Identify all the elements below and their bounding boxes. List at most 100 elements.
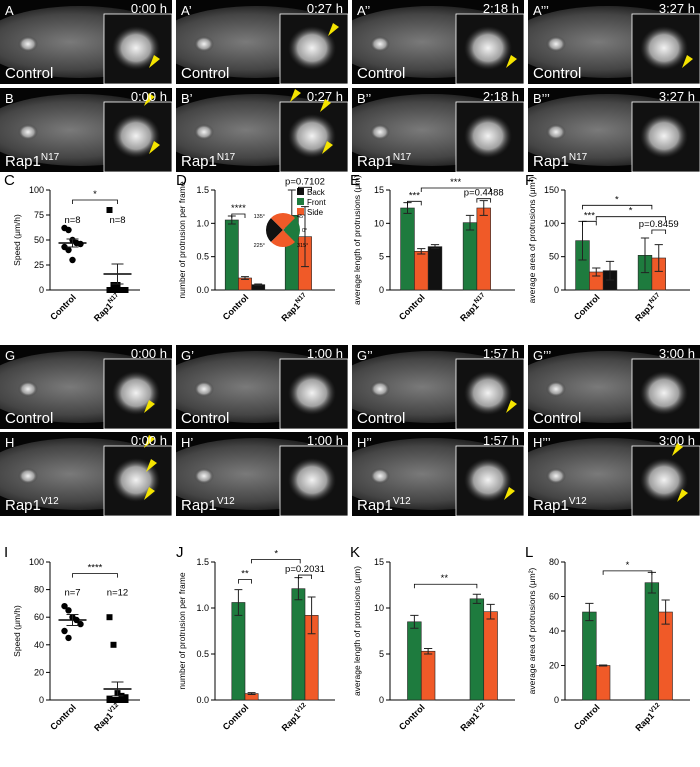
error-bar	[661, 599, 670, 625]
bar	[400, 207, 415, 291]
x-tick-label: Control	[221, 292, 251, 322]
condition-name: Control	[5, 65, 53, 82]
arrowhead	[149, 141, 160, 154]
timestamp: 1:57 h	[483, 346, 519, 361]
inset-cluster	[288, 26, 336, 70]
annotation: n=8	[64, 215, 80, 226]
y-tick-label: 0	[39, 695, 44, 705]
panel-letter: C	[4, 172, 15, 189]
y-axis-label: average area of protrusions (μm²)	[527, 176, 537, 303]
x-tick-label: Rap1N17	[632, 291, 664, 323]
image-panel: H’ 1:00 h Rap1V12	[176, 432, 348, 516]
condition-superscript: V12	[393, 496, 411, 507]
panel-letter: A’’’	[533, 3, 549, 18]
error-bar	[640, 237, 650, 274]
condition-name: Rap1	[5, 497, 41, 514]
arrowhead	[320, 99, 331, 112]
data-point	[118, 287, 125, 293]
legend-swatch	[297, 198, 304, 205]
arrowhead	[146, 459, 157, 472]
data-point	[110, 282, 117, 288]
significance-bracket	[231, 213, 246, 218]
condition-name: Rap1	[5, 153, 41, 170]
y-tick-label: 0	[554, 285, 559, 295]
y-tick-label: 10	[374, 603, 384, 613]
condition-name: Rap1	[533, 497, 569, 514]
cell-cluster	[194, 381, 214, 397]
image-panel: B’ 0:27 h Rap1N17	[176, 88, 348, 172]
timestamp: 0:00 h	[131, 433, 167, 448]
panel-letter: A’	[181, 3, 192, 18]
y-tick-label: 5	[379, 252, 384, 262]
data-point	[118, 697, 125, 703]
x-tick-label: Control	[397, 702, 427, 732]
inset-cluster	[112, 371, 160, 415]
condition-label: Rap1N17	[5, 152, 60, 170]
error-bar	[301, 206, 309, 268]
category-name: Control	[48, 292, 78, 322]
condition-label: Rap1V12	[533, 496, 587, 514]
error-bar	[241, 276, 249, 280]
significance-bracket	[72, 199, 118, 204]
condition-label: Rap1V12	[181, 496, 235, 514]
condition-label: Control	[5, 65, 53, 82]
error-bar	[111, 263, 124, 285]
error-bar	[585, 602, 594, 622]
image-panel: B 0:00 h Rap1N17	[0, 88, 172, 172]
arrowhead	[328, 23, 339, 36]
condition-label: Rap1V12	[357, 496, 411, 514]
y-tick-label: 10	[374, 218, 384, 228]
bar	[231, 602, 246, 701]
y-tick-label: 20	[34, 667, 44, 677]
category-superscript: N17	[107, 291, 121, 305]
error-bar	[479, 200, 488, 216]
arrowhead	[672, 443, 683, 456]
timestamp: 3:00 h	[659, 433, 695, 448]
timestamp: 1:57 h	[483, 433, 519, 448]
image-panel: A’’ 2:18 h Control	[352, 0, 524, 84]
y-tick-label: 100	[29, 185, 44, 195]
arrowhead	[506, 55, 517, 68]
condition-label: Control	[357, 410, 405, 427]
data-point	[110, 697, 117, 703]
inset-cluster	[288, 371, 336, 415]
panel-letter: B	[5, 91, 14, 106]
bar	[582, 611, 597, 701]
x-tick-label: Rap1V12	[458, 701, 490, 733]
cell-cluster	[370, 381, 390, 397]
y-axis-label: Speed (μm/h)	[12, 605, 22, 657]
condition-name: Control	[533, 410, 581, 427]
angle-label: 315°	[297, 243, 308, 249]
x-tick-label: Control	[572, 702, 602, 732]
error-bar	[654, 244, 663, 272]
category-name: Control	[221, 292, 251, 322]
image-panel: H’’ 1:57 h Rap1V12	[352, 432, 524, 516]
image-panel: A’ 0:27 h Control	[176, 0, 348, 84]
legend-label: Front	[307, 198, 326, 207]
data-point	[65, 226, 72, 234]
category-name: Control	[397, 292, 427, 322]
image-panel: A 0:00 h Control	[0, 0, 172, 84]
bar	[407, 621, 422, 701]
inset-cluster	[112, 114, 160, 158]
y-tick-label: 1.5	[196, 557, 209, 567]
significance-bracket	[602, 570, 653, 575]
annotation: ***	[584, 210, 595, 221]
error-bar	[247, 692, 256, 695]
annotation: p=0.7102	[285, 176, 325, 187]
y-tick-label: 50	[34, 235, 44, 245]
panel-letter: H	[5, 435, 14, 450]
annotation: **	[441, 573, 449, 584]
condition-name: Control	[533, 65, 581, 82]
arrowhead	[682, 55, 693, 68]
annotation: *	[615, 194, 619, 205]
y-tick-label: 0.5	[196, 252, 209, 262]
panel-letter: H’’	[357, 435, 372, 450]
panel-letter: H’’’	[533, 435, 551, 450]
inset-cluster	[288, 114, 336, 158]
error-bar	[592, 267, 601, 277]
direction-wedge	[266, 217, 283, 243]
timestamp: 1:00 h	[307, 346, 343, 361]
data-point	[69, 256, 76, 264]
data-point	[106, 697, 113, 703]
